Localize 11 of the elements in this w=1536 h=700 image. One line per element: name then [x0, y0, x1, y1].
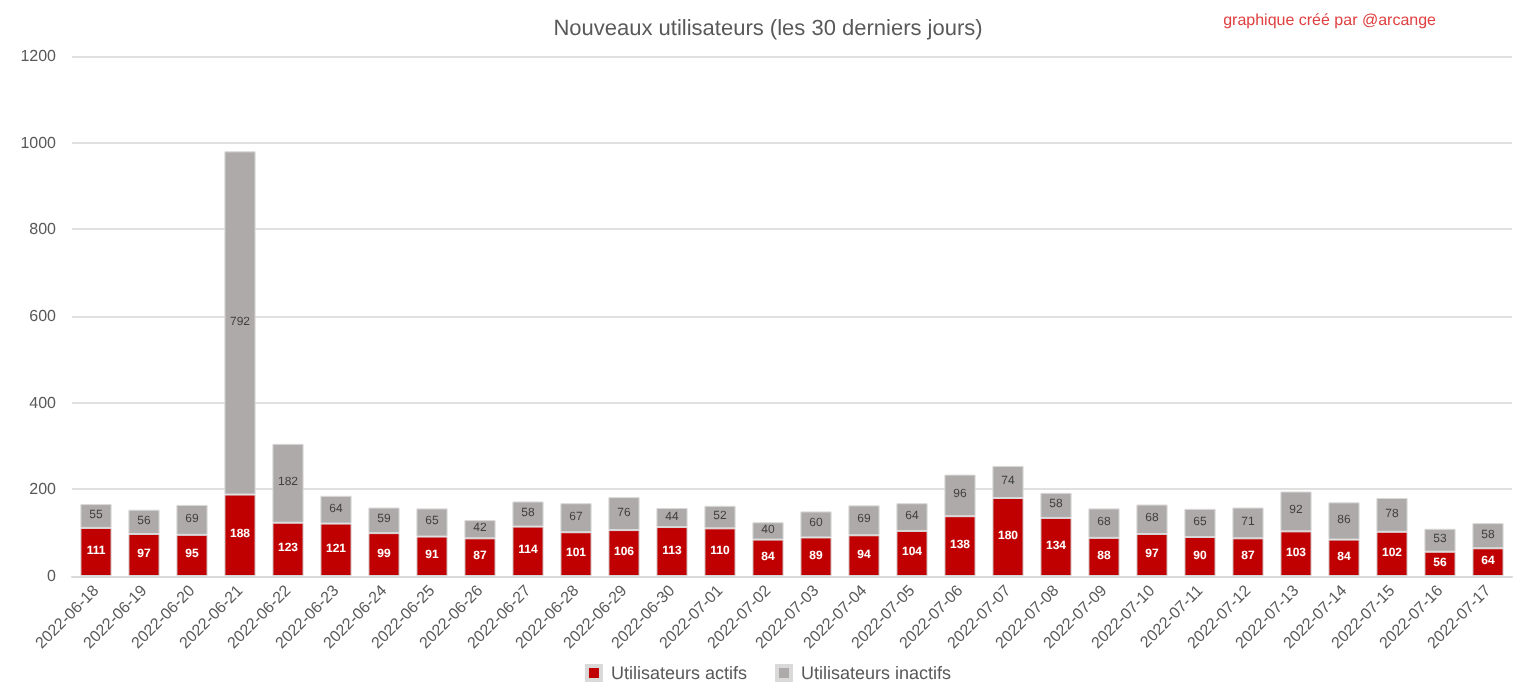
legend-label: Utilisateurs inactifs: [801, 663, 953, 683]
y-tick-label: 0: [47, 567, 58, 585]
text: graphique créé par @arcange: [1223, 11, 1438, 29]
y-tick-label: 800: [29, 220, 58, 239]
legend-label: Utilisateurs actifs: [610, 663, 748, 683]
chart-title: Nouveaux utilisateurs (les 30 derniers jours): [553, 17, 983, 41]
y-tick-label: 1000: [20, 133, 58, 152]
y-tick-label: 200: [29, 480, 58, 499]
y-tick-label: 1200: [20, 47, 58, 65]
y-tick-label: 400: [29, 393, 58, 412]
y-tick-label: 600: [29, 307, 58, 325]
